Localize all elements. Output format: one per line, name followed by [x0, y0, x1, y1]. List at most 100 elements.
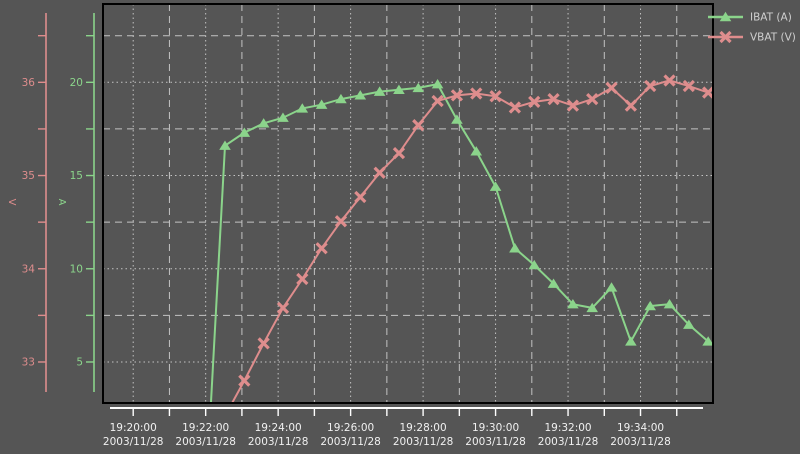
triangle-marker: [277, 112, 289, 122]
gridlines: [103, 4, 714, 403]
x-tick-date-label: 2003/11/28: [610, 436, 671, 448]
triangle-marker: [663, 298, 676, 309]
triangle-marker: [219, 140, 231, 150]
a-tick-label: 10: [70, 263, 83, 275]
x-tick-time-label: 19:34:00: [617, 422, 664, 434]
a-axis-title: A: [56, 199, 67, 206]
legend-item-vbat: VBAT (V): [708, 30, 796, 44]
x-marker: [238, 374, 251, 387]
x-tick-time-label: 19:30:00: [472, 422, 519, 434]
x-marker: [489, 90, 502, 103]
triangle-marker: [257, 118, 270, 128]
legend-item-ibat: IBAT (A): [708, 12, 792, 24]
x-tick-label: 19:22:00 2003/11/28: [175, 422, 236, 448]
x-marker: [450, 89, 464, 102]
x-marker: [373, 166, 386, 179]
x-tick-label: 19:20:00 2003/11/28: [103, 422, 164, 448]
triangle-marker: [315, 99, 328, 109]
x-marker: [296, 272, 309, 286]
v-tick-label: 33: [22, 356, 35, 368]
x-marker: [354, 190, 367, 204]
x-tick-label: 19:24:00 2003/11/28: [248, 422, 309, 448]
v-tick-label: 36: [22, 77, 36, 89]
a-axis: 20 15 10 5 A: [56, 13, 95, 392]
ibat-series: [209, 78, 713, 403]
triangle-marker: [702, 336, 713, 346]
triangle-marker: [373, 86, 386, 96]
v-axis-title: V: [6, 199, 17, 206]
triangle-marker: [354, 90, 367, 100]
x-marker: [682, 79, 695, 93]
a-tick-label: 20: [70, 77, 83, 89]
x-marker: [470, 87, 483, 100]
v-tick-label: 35: [22, 170, 35, 182]
triangle-marker: [335, 93, 347, 104]
a-tick-label: 5: [76, 356, 83, 368]
triangle-marker: [683, 319, 695, 329]
x-tick-label: 19:30:00 2003/11/28: [465, 422, 526, 448]
x-tick-date-label: 2003/11/28: [103, 436, 164, 448]
x-marker: [528, 95, 541, 109]
x-marker: [334, 215, 348, 228]
triangle-marker: [586, 302, 599, 313]
legend-label: VBAT (V): [750, 32, 796, 44]
x-tick-date-label: 2003/11/28: [393, 436, 454, 448]
triangle-marker: [605, 282, 618, 292]
triangle-marker: [431, 78, 444, 89]
x-marker: [702, 86, 713, 99]
triangle-marker: [489, 181, 502, 191]
x-tick-label: 19:28:00 2003/11/28: [393, 422, 454, 448]
x-tick-label: 19:34:00 2003/11/28: [610, 422, 671, 448]
x-tick-date-label: 2003/11/28: [248, 436, 309, 448]
legend-label: IBAT (A): [750, 12, 792, 24]
x-tick-time-label: 19:26:00: [327, 422, 374, 434]
v-tick-label: 34: [22, 263, 36, 275]
x-marker: [605, 81, 618, 95]
triangle-marker: [644, 300, 656, 311]
v-axis: 36 35 34 33 V: [6, 13, 47, 392]
x-tick-time-label: 19:22:00: [182, 422, 229, 434]
plot-border: [102, 3, 714, 404]
x-marker: [276, 301, 290, 315]
x-marker: [412, 119, 425, 132]
x-tick-date-label: 2003/11/28: [175, 436, 236, 448]
triangle-marker: [393, 84, 405, 94]
x-marker: [508, 101, 522, 114]
triangle-marker: [528, 259, 541, 270]
triangle-marker: [567, 298, 579, 309]
x-marker: [644, 79, 657, 93]
triangle-marker: [238, 127, 251, 137]
x-tick-time-label: 19:28:00: [400, 422, 447, 434]
x-marker: [624, 99, 637, 112]
x-marker: [547, 92, 560, 106]
x-marker: [431, 94, 444, 108]
x-marker: [719, 30, 732, 44]
x-tick-date-label: 2003/11/28: [465, 436, 526, 448]
x-marker: [566, 99, 580, 112]
triangle-marker: [470, 146, 483, 156]
x-tick-time-label: 19:20:00: [110, 422, 157, 434]
x-marker: [315, 242, 328, 255]
x-tick-date-label: 2003/11/28: [320, 436, 381, 448]
triangle-marker: [625, 336, 637, 346]
triangle-marker: [719, 11, 732, 22]
a-tick-label: 15: [70, 170, 83, 182]
x-tick-label: 19:26:00 2003/11/28: [320, 422, 381, 448]
triangle-marker: [509, 243, 521, 253]
x-marker: [586, 92, 599, 106]
vbat-series: [230, 74, 713, 403]
triangle-marker: [547, 278, 560, 288]
triangle-marker: [296, 103, 309, 113]
x-tick-label: 19:32:00 2003/11/28: [538, 422, 599, 448]
legend: IBAT (A) VBAT (V): [708, 12, 796, 44]
triangle-marker: [412, 82, 425, 93]
x-tick-time-label: 19:24:00: [255, 422, 302, 434]
triangle-marker: [451, 114, 463, 124]
x-tick-time-label: 19:32:00: [544, 422, 591, 434]
x-marker: [663, 74, 676, 87]
x-tick-date-label: 2003/11/28: [538, 436, 599, 448]
